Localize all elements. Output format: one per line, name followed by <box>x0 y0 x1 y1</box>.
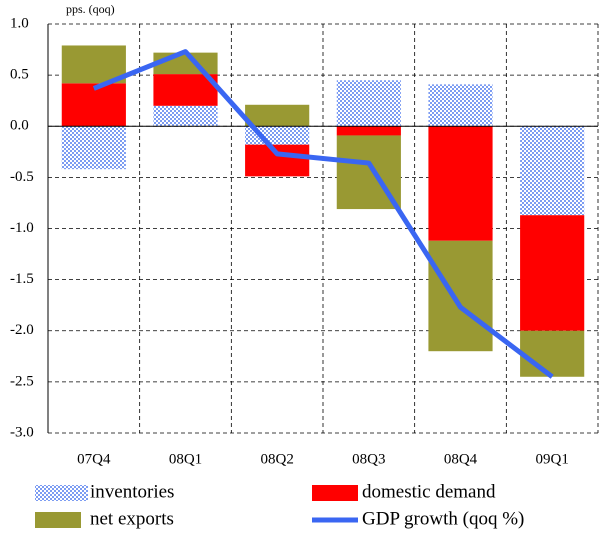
y-tick-label: 0.0 <box>10 118 29 134</box>
y-axis-label: pps. (qoq) <box>66 2 115 16</box>
bar-segment <box>336 126 401 136</box>
y-tick-label: -3.0 <box>10 424 34 440</box>
legend-label: domestic demand <box>362 481 496 502</box>
bar-segment <box>245 104 310 127</box>
bar-segment <box>245 144 310 177</box>
bar-segment <box>520 215 585 331</box>
legend-swatch <box>35 485 88 501</box>
bar-segment <box>428 240 493 352</box>
y-tick-label: -2.0 <box>10 322 34 338</box>
bar-segment <box>428 126 493 241</box>
legend-label: inventories <box>90 481 174 502</box>
bar-segment <box>61 45 126 84</box>
bar-segment <box>61 83 126 127</box>
x-tick-label: 08Q2 <box>260 451 293 467</box>
x-tick-label: 08Q1 <box>169 451 202 467</box>
bar-segment <box>153 74 218 106</box>
line-series <box>92 49 554 379</box>
y-tick-label: 0.5 <box>10 67 29 83</box>
y-tick-label: -1.0 <box>10 220 34 236</box>
legend-label: net exports <box>90 508 174 529</box>
legend-label: GDP growth (qoq %) <box>362 508 524 529</box>
x-tick-label: 08Q4 <box>444 451 478 467</box>
bar-segment <box>520 126 585 216</box>
x-tick-label: 07Q4 <box>77 451 111 467</box>
y-tick-label: -1.5 <box>10 271 34 287</box>
bar-segment <box>245 126 310 145</box>
y-tick-label: -0.5 <box>10 169 34 185</box>
y-tick-label: -2.5 <box>10 373 34 389</box>
bar-segment <box>520 330 585 377</box>
x-tick-label: 08Q3 <box>352 451 385 467</box>
legend-swatch <box>35 512 81 528</box>
x-tick-label: 09Q1 <box>535 451 568 467</box>
y-tick-label: 1.0 <box>10 15 29 31</box>
bar-segment <box>153 105 218 127</box>
bar-segment <box>61 126 126 170</box>
legend-swatch <box>312 485 358 501</box>
bar-segment <box>428 84 493 127</box>
bar-segment <box>336 80 401 127</box>
bar-segment <box>153 52 218 75</box>
